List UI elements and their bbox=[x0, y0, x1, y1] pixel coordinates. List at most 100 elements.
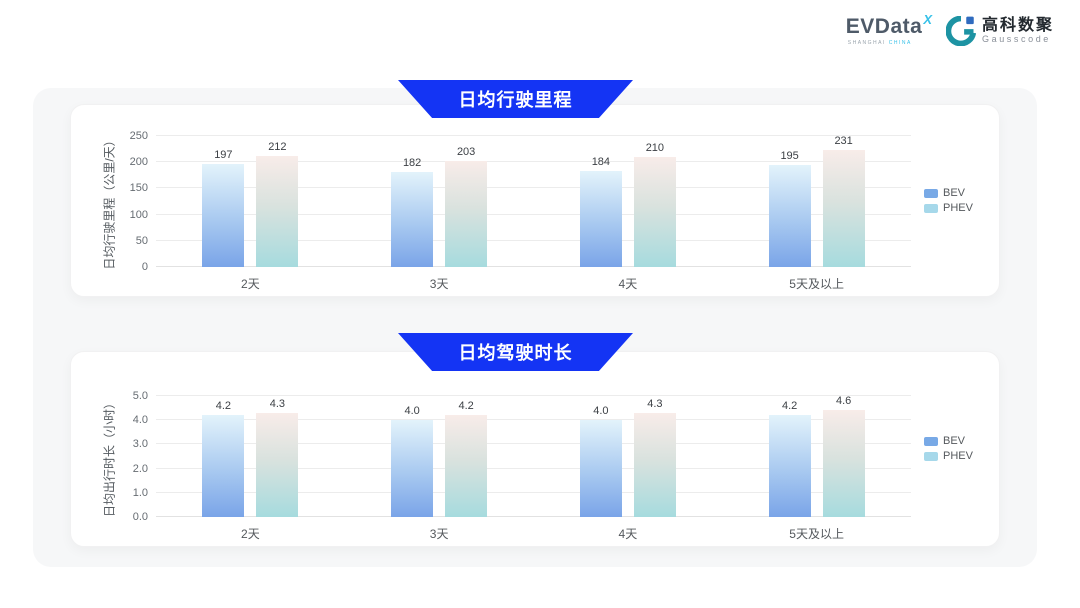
bar-wrap: 195 bbox=[768, 136, 811, 267]
y-tick-label: 2.0 bbox=[132, 462, 148, 475]
gridline bbox=[156, 135, 911, 136]
bar-phev[interactable] bbox=[633, 412, 676, 517]
bar-bev[interactable] bbox=[768, 415, 811, 517]
bar-value-label: 182 bbox=[402, 156, 422, 169]
legend-item-bev[interactable]: BEV bbox=[924, 187, 973, 199]
bar-wrap: 4.6 bbox=[822, 395, 865, 517]
bar-phev[interactable] bbox=[822, 410, 865, 517]
bar-group: 182 203 3天 bbox=[345, 136, 534, 291]
bar-value-label: 4.2 bbox=[215, 400, 232, 413]
legend-item-phev[interactable]: PHEV bbox=[924, 202, 973, 214]
legend: BEV PHEV bbox=[924, 436, 973, 462]
bar-value-label: 210 bbox=[645, 141, 665, 154]
x-category-label: 5天及以上 bbox=[789, 527, 844, 541]
bar-wrap: 197 bbox=[202, 136, 245, 267]
bar-value-label: 4.6 bbox=[835, 395, 852, 407]
gridline bbox=[156, 467, 911, 469]
bar-wrap: 4.2 bbox=[202, 396, 245, 517]
gridline bbox=[156, 443, 911, 445]
y-tick-label: 200 bbox=[129, 156, 148, 169]
bar-value-label: 4.0 bbox=[593, 405, 609, 418]
bar-phev[interactable] bbox=[822, 150, 865, 267]
y-tick-label: 0 bbox=[141, 261, 148, 273]
bar-value-label: 231 bbox=[834, 135, 853, 147]
bar-value-label: 197 bbox=[214, 148, 233, 161]
bar-wrap: 203 bbox=[445, 136, 488, 267]
legend-item-phev[interactable]: PHEV bbox=[924, 451, 973, 462]
x-category-label: 2天 bbox=[241, 527, 260, 541]
gridline bbox=[156, 395, 911, 396]
bar-phev[interactable] bbox=[256, 155, 299, 267]
bar-bev[interactable] bbox=[579, 170, 622, 267]
evdata-logo: EVData X SHANGHAI CHINA bbox=[845, 13, 932, 46]
bar-value-label: 195 bbox=[780, 149, 799, 162]
bar-phev[interactable] bbox=[256, 412, 299, 517]
bar-phev[interactable] bbox=[633, 156, 676, 267]
y-tick-label: 250 bbox=[129, 130, 148, 142]
y-tick-label: 4.0 bbox=[132, 414, 148, 427]
y-tick-label: 3.0 bbox=[132, 438, 148, 451]
gridline bbox=[156, 161, 911, 163]
bar-group: 184 210 4天 bbox=[534, 136, 723, 291]
x-category-label: 5天及以上 bbox=[789, 277, 844, 291]
gausscode-logo-cn: 高科数聚 bbox=[981, 16, 1054, 34]
bar-bev[interactable] bbox=[579, 420, 622, 517]
bar-bev[interactable] bbox=[391, 171, 434, 267]
bar-wrap: 4.2 bbox=[445, 396, 488, 517]
gridline bbox=[156, 239, 911, 241]
y-tick-label: 150 bbox=[129, 182, 148, 195]
gridline bbox=[156, 213, 911, 215]
bar-bev[interactable] bbox=[202, 163, 245, 267]
y-tick-label: 0.0 bbox=[132, 511, 148, 523]
x-category-label: 4天 bbox=[618, 527, 638, 541]
legend-swatch-phev bbox=[924, 203, 938, 213]
bar-value-label: 4.2 bbox=[781, 400, 798, 413]
bar-value-label: 4.2 bbox=[458, 400, 474, 413]
bar-wrap: 4.3 bbox=[256, 396, 299, 517]
bar-bev[interactable] bbox=[768, 164, 811, 267]
bar-wrap: 231 bbox=[822, 135, 865, 267]
bar-value-label: 212 bbox=[268, 140, 287, 153]
duration-chart-card: 0.0 1.0 2.0 3.0 4.0 5.0 4.2 4.3 2天 4.0 4.2 3天 4.0 4.3… bbox=[70, 351, 1000, 547]
y-axis-title: 日均行驶里程（公里/天） bbox=[102, 133, 117, 270]
bar-value-label: 4.0 bbox=[404, 405, 420, 418]
gridline bbox=[156, 187, 911, 189]
bar-value-label: 203 bbox=[456, 145, 476, 158]
duration-title: 日均驾驶时长 bbox=[458, 343, 573, 363]
gausscode-g-icon bbox=[945, 16, 976, 46]
bar-phev[interactable] bbox=[445, 415, 488, 517]
y-axis-title: 日均出行时长（小时） bbox=[102, 396, 117, 517]
legend-swatch-bev bbox=[924, 437, 938, 446]
x-category-label: 2天 bbox=[241, 277, 260, 291]
header: EVData X SHANGHAI CHINA 高科数聚 Gausscode bbox=[845, 13, 1054, 46]
bar-wrap: 4.0 bbox=[391, 396, 434, 517]
bar-wrap: 184 bbox=[579, 136, 622, 267]
mileage-title: 日均行驶里程 bbox=[458, 90, 573, 110]
bar-value-label: 4.3 bbox=[269, 397, 286, 410]
gridline bbox=[156, 516, 911, 517]
mileage-title-banner: 日均行驶里程 bbox=[398, 80, 633, 118]
gausscode-logo: 高科数聚 Gausscode bbox=[945, 16, 1054, 46]
bar-wrap: 4.0 bbox=[579, 396, 622, 517]
bar-group: 4.0 4.3 4天 bbox=[534, 396, 723, 541]
gridline bbox=[156, 419, 911, 421]
bar-group: 4.2 4.6 5天及以上 bbox=[722, 395, 911, 541]
mileage-chart-card: 0 50 100 150 200 250 197 212 2天 182 203 3天 184 210 4天 1… bbox=[70, 104, 1000, 297]
bar-bev[interactable] bbox=[391, 420, 434, 517]
x-category-label: 4天 bbox=[618, 277, 638, 291]
plot-area: 0 50 100 150 200 250 197 212 2天 182 203 3天 184 210 4天 1… bbox=[130, 130, 911, 291]
evdata-logo-text: EVData bbox=[845, 15, 923, 38]
duration-chart: 0.0 1.0 2.0 3.0 4.0 5.0 4.2 4.3 2天 4.0 4.2 3天 4.0 4.3… bbox=[71, 352, 999, 546]
gausscode-logo-en: Gausscode bbox=[981, 34, 1051, 45]
bar-value-label: 184 bbox=[591, 155, 611, 168]
bar-wrap: 212 bbox=[256, 136, 299, 267]
bar-bev[interactable] bbox=[202, 415, 245, 517]
bar-group: 4.2 4.3 2天 bbox=[156, 396, 345, 541]
legend: BEV PHEV bbox=[924, 187, 973, 214]
bar-phev[interactable] bbox=[445, 160, 488, 267]
plot-area: 0.0 1.0 2.0 3.0 4.0 5.0 4.2 4.3 2天 4.0 4.2 3天 4.0 4.3… bbox=[133, 390, 911, 541]
charts-container: 日均行驶里程 0 50 100 150 200 250 197 212 2天 182 203 3天 18… bbox=[33, 80, 1037, 567]
legend-label: BEV bbox=[943, 435, 966, 447]
bar-wrap: 4.2 bbox=[768, 396, 811, 517]
legend-item-bev[interactable]: BEV bbox=[924, 436, 973, 447]
